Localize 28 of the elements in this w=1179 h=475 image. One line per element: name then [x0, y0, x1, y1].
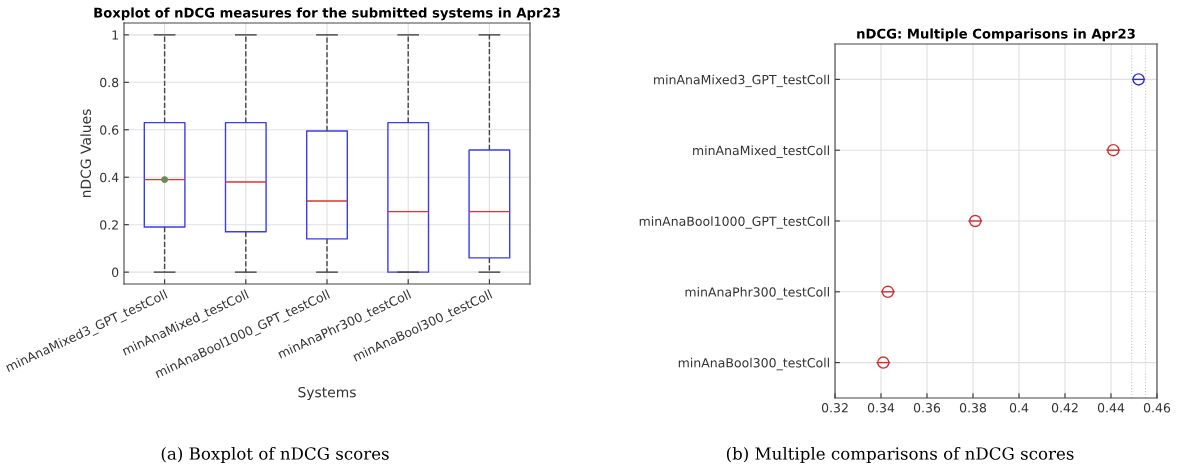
x-tick-label: 0.36: [913, 403, 941, 413]
text: (b) Multiple comparisons of nDCG scores: [726, 446, 1074, 464]
y-tick-label: minAnaBool1000_GPT_testColl: [639, 216, 829, 229]
x-tick-label: 0.4: [1009, 403, 1029, 413]
point: [1132, 73, 1145, 86]
text: (a) Boxplot of nDCG scores: [161, 446, 389, 464]
y-tick-label: minAnaMixed_testColl: [693, 145, 829, 158]
x-tick-label: 0.44: [1097, 403, 1125, 413]
x-tick-label: 0.42: [1051, 403, 1078, 413]
y-tick-label: 0.8: [100, 77, 119, 88]
x-tick-label: 0.32: [821, 403, 848, 413]
point: [877, 356, 890, 369]
y-tick-label: 1: [112, 30, 118, 40]
point: [1107, 143, 1120, 157]
point: [969, 214, 982, 228]
x-tick-label: 0.34: [867, 403, 895, 413]
point: [881, 285, 895, 299]
y-tick-label: 0: [112, 267, 119, 278]
y-tick-label: minAnaMixed3_GPT_testColl: [654, 74, 829, 88]
chart-title: Boxplot of nDCG measures for the submitted systems in Apr23: [94, 7, 560, 21]
y-axis-title: nDCG Values: [80, 109, 92, 198]
y-tick-label: 0.2: [100, 220, 118, 230]
chart-title: nDCG: Multiple Comparisons in Apr23: [857, 28, 1135, 42]
x-tick-label: 0.46: [1143, 403, 1171, 413]
y-tick-label: 0.6: [100, 125, 119, 135]
x-tick-label: 0.38: [959, 403, 987, 413]
x-axis-title: Systems: [298, 386, 356, 401]
y-tick-label: 0.4: [100, 172, 119, 183]
